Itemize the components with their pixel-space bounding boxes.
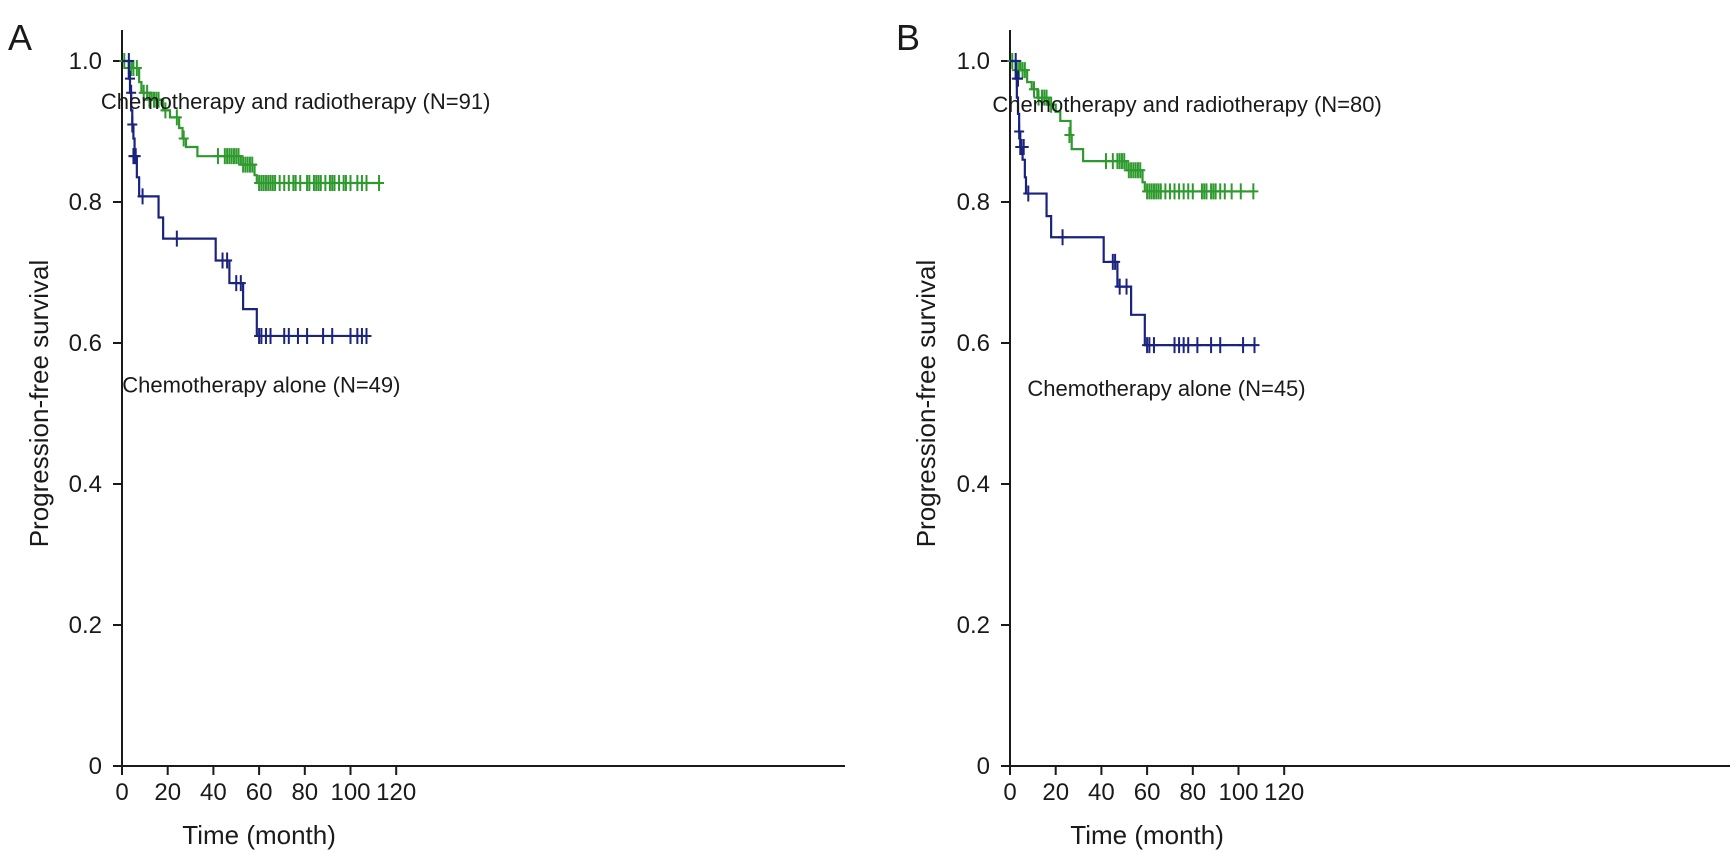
censor-mark: [137, 188, 148, 205]
y-tick-label: 0.4: [957, 471, 990, 498]
y-tick-label: 1.0: [69, 48, 102, 75]
censor-mark: [123, 53, 134, 69]
curve-annotation: Chemotherapy alone (N=49): [122, 372, 400, 397]
censor-mark: [1187, 183, 1198, 200]
x-tick-label: 120: [376, 779, 416, 806]
chart-panel-a: A 0 20 40 60 80 100 120 0 0.2 0.4 0.6 0.8 1.0 Time (mo…: [8, 17, 845, 850]
x-tick-label: 100: [1218, 779, 1258, 806]
censor-mark: [1206, 337, 1217, 354]
censor-mark: [124, 70, 135, 87]
series-0: [1007, 53, 1259, 200]
y-tick-label: 0.6: [957, 330, 990, 357]
curve-annotation: Chemotherapy alone (N=45): [1027, 376, 1305, 401]
y-axis-title: Progression-free survival: [24, 260, 54, 548]
x-tick-label: 120: [1264, 779, 1304, 806]
chart-panel-b: B 0 20 40 60 80 100 120 0 0.2 0.4 0.6 0.8 1.0 Time (mo…: [896, 17, 1730, 850]
x-tick-label: 0: [115, 779, 128, 806]
y-tick-label: 0: [977, 753, 990, 780]
series-1: [122, 53, 372, 344]
y-tick-label: 0: [89, 753, 102, 780]
x-tick-label: 60: [246, 779, 273, 806]
censor-mark: [318, 327, 329, 344]
censor-mark: [131, 60, 142, 77]
censor-mark: [127, 116, 138, 133]
censor-mark: [1135, 162, 1146, 179]
y-tick-label: 1.0: [957, 48, 990, 75]
censor-mark: [1249, 337, 1260, 354]
censor-mark: [178, 130, 189, 147]
x-tick-label: 0: [1003, 779, 1016, 806]
censor-mark: [153, 91, 164, 108]
x-tick-label: 80: [291, 779, 318, 806]
x-tick-label: 20: [1042, 779, 1069, 806]
y-tick-label: 0.8: [69, 189, 102, 216]
censor-mark: [1121, 278, 1132, 295]
censor-mark: [235, 275, 246, 292]
x-tick-label: 20: [154, 779, 181, 806]
censor-mark: [1018, 139, 1029, 156]
x-tick-label: 40: [200, 779, 227, 806]
censor-mark: [1119, 153, 1130, 170]
series-0: [119, 53, 385, 191]
censor-mark: [171, 230, 182, 247]
curve-annotation: Chemotherapy and radiotherapy (N=80): [992, 92, 1382, 117]
censor-mark: [1057, 229, 1068, 246]
censor-mark: [1041, 89, 1052, 106]
censor-mark: [126, 84, 137, 101]
censor-mark: [130, 148, 141, 165]
censor-mark: [222, 252, 233, 269]
censor-mark: [361, 174, 372, 191]
censor-mark: [283, 327, 294, 344]
censor-mark: [1235, 183, 1246, 200]
y-tick-label: 0.2: [957, 612, 990, 639]
censor-mark: [160, 102, 171, 119]
y-tick-label: 0.2: [69, 612, 102, 639]
censor-mark: [233, 148, 244, 165]
x-tick-label: 60: [1134, 779, 1161, 806]
curve-annotation: Chemotherapy and radiotherapy (N=91): [101, 89, 491, 114]
censor-mark: [302, 327, 313, 344]
y-tick-label: 0.8: [957, 189, 990, 216]
censor-mark: [1010, 53, 1021, 69]
censor-mark: [1148, 337, 1159, 354]
x-tick-label: 40: [1088, 779, 1115, 806]
censor-mark: [374, 174, 385, 191]
censor-mark: [247, 156, 258, 173]
panel-label: B: [896, 17, 920, 58]
x-tick-label: 100: [330, 779, 370, 806]
censor-mark: [327, 327, 338, 344]
y-tick-label: 0.6: [69, 330, 102, 357]
censor-mark: [1014, 123, 1025, 140]
censor-mark: [1028, 81, 1039, 98]
panel-label: A: [8, 17, 32, 58]
censor-mark: [171, 109, 182, 126]
censor-mark: [361, 327, 372, 344]
censor-mark: [1248, 183, 1259, 200]
censor-mark: [142, 84, 153, 101]
censor-mark: [1023, 185, 1034, 202]
censor-mark: [1238, 337, 1249, 354]
y-tick-label: 0.4: [69, 471, 102, 498]
censor-mark: [1013, 70, 1023, 87]
x-axis-title: Time (month): [1070, 820, 1224, 850]
censor-mark: [1226, 183, 1237, 200]
censor-mark: [1183, 337, 1194, 354]
censor-mark: [292, 327, 303, 344]
x-axis-title: Time (month): [182, 820, 336, 850]
censor-mark: [1064, 127, 1075, 144]
censor-mark: [1046, 96, 1057, 113]
censor-mark: [1192, 337, 1203, 354]
x-tick-label: 80: [1179, 779, 1206, 806]
y-axis-title: Progression-free survival: [911, 260, 941, 548]
censor-mark: [1110, 253, 1121, 270]
censor-mark: [1215, 337, 1226, 354]
censor-mark: [1019, 62, 1030, 79]
censor-mark: [265, 327, 276, 344]
series-1: [1010, 53, 1260, 354]
